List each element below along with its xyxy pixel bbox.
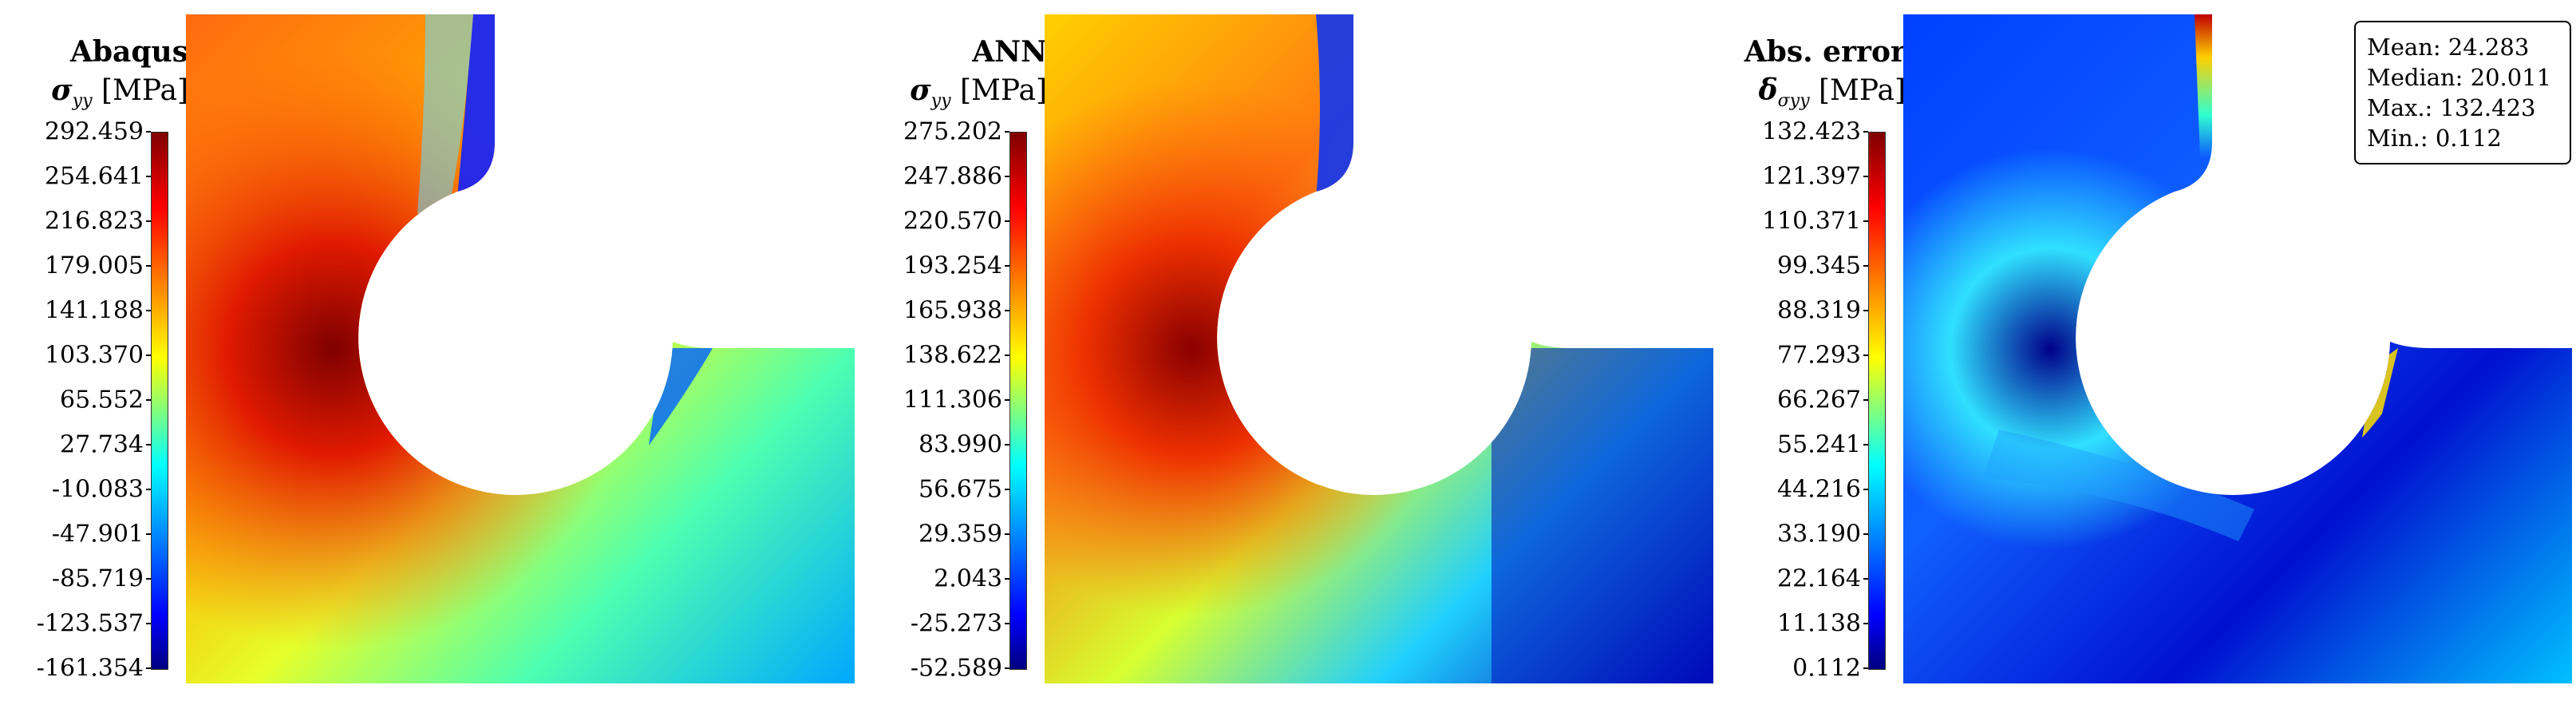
colorbar-tick-mark [146, 578, 151, 580]
colorbar-tick-mark [1863, 578, 1868, 580]
colorbar-tick-label: -47.901 [51, 520, 144, 549]
colorbar-tick-label: 121.397 [1761, 162, 1861, 191]
colorbar-label: σyy [MPa] [51, 73, 188, 112]
colorbar-tick-label: 110.371 [1761, 207, 1861, 236]
colorbar-tick-mark [1005, 533, 1009, 535]
colorbar-tick-label: 254.641 [44, 162, 144, 191]
colorbar-tick-label: 247.886 [903, 162, 1002, 191]
colorbar-tick-label: 22.164 [1777, 564, 1861, 593]
colorbar-tick-label: 292.459 [44, 117, 144, 146]
colorbar-tick-mark [1005, 578, 1009, 580]
colorbar-tick-mark [1863, 310, 1868, 311]
colorbar-tick-mark [1863, 444, 1868, 446]
colorbar-tick-label: 111.306 [903, 386, 1002, 414]
colorbar-tick-label: 27.734 [60, 430, 144, 459]
colorbar-tick-label: 65.552 [60, 386, 144, 414]
colorbar-tick-mark [1005, 220, 1009, 222]
colorbar-label: δσyy [MPa] [1758, 73, 1906, 112]
colorbar-tick-mark [1863, 176, 1868, 177]
colorbar-tick-mark [1005, 444, 1009, 446]
colorbar-tick-label: 66.267 [1777, 386, 1861, 414]
colorbar-tick-label: 165.938 [903, 296, 1002, 325]
colorbar-tick-label: 138.622 [903, 341, 1002, 370]
colorbar-tick-mark [1005, 399, 1009, 401]
colorbar-tick-mark [146, 623, 151, 624]
colorbar-tick-label: -10.083 [51, 475, 144, 504]
colorbar-tick-mark [146, 220, 151, 222]
colorbar-tick-mark [146, 489, 151, 490]
colorbar-tick-mark [146, 265, 151, 267]
colorbar-tick-mark [1863, 220, 1868, 222]
colorbar-tick-mark [146, 444, 151, 446]
colorbar-tick-mark [1005, 310, 1009, 311]
colorbar-tick-mark [1863, 533, 1868, 535]
colorbar-tick-mark [146, 176, 151, 177]
colorbar-label: σyy [MPa] [910, 73, 1047, 112]
colorbar-tick-label: 11.138 [1777, 609, 1861, 638]
colorbar-tick-label: 88.319 [1777, 296, 1861, 325]
panel-ann: ANN σyy [MPa] 275.202 247.886 220.570 193.2… [859, 0, 1717, 701]
stress-field-ann [1045, 14, 1713, 683]
colorbar-tick-mark [146, 131, 151, 133]
colorbar-tick-mark [1005, 489, 1009, 490]
colorbar-tick-mark [1863, 354, 1868, 356]
colorbar-tick-label: 216.823 [44, 207, 144, 236]
colorbar-tick-mark [146, 310, 151, 311]
colorbar-tick-mark [1863, 489, 1868, 490]
colorbar [1868, 132, 1886, 670]
colorbar-tick-label: 103.370 [44, 341, 144, 370]
colorbar-tick-label: 77.293 [1777, 341, 1861, 370]
colorbar-tick-mark [146, 533, 151, 535]
colorbar-tick-label: -25.273 [910, 609, 1002, 638]
colorbar-tick-label: 29.359 [919, 520, 1002, 549]
panel-title: Abs. error [1744, 35, 1906, 69]
colorbar-tick-label: 83.990 [919, 430, 1002, 459]
panel-title: ANN [972, 35, 1047, 69]
colorbar-tick-mark [1005, 176, 1009, 177]
colorbar-tick-label: 99.345 [1777, 251, 1861, 280]
colorbar-tick-label: 55.241 [1777, 430, 1861, 459]
colorbar-tick-mark [1005, 354, 1009, 356]
colorbar-tick-mark [1863, 265, 1868, 267]
colorbar-tick-label: 275.202 [903, 117, 1002, 146]
colorbar-tick-mark [146, 354, 151, 356]
colorbar-tick-label: -123.537 [36, 609, 144, 638]
colorbar-tick-label: -161.354 [36, 654, 144, 683]
colorbar-tick-mark [1005, 667, 1009, 669]
stats-mean: Mean: 24.283 [2367, 34, 2530, 61]
colorbar-tick-mark [1005, 265, 1009, 267]
colorbar-tick-mark [1863, 131, 1868, 133]
colorbar-tick-mark [1863, 623, 1868, 624]
colorbar-tick-label: 141.188 [44, 296, 144, 325]
stats-min: Min.: 0.112 [2367, 125, 2502, 152]
panel-title: Abaqus [69, 35, 188, 69]
colorbar-tick-label: 132.423 [1761, 117, 1861, 146]
stats-median: Median: 20.011 [2367, 64, 2552, 91]
colorbar-tick-label: 193.254 [903, 251, 1002, 280]
colorbar-tick-label: 33.190 [1777, 520, 1861, 549]
colorbar [1009, 132, 1027, 670]
colorbar [151, 132, 168, 670]
stats-max: Max.: 132.423 [2367, 94, 2536, 121]
colorbar-tick-mark [146, 399, 151, 401]
colorbar-tick-label: 2.043 [934, 564, 1002, 593]
colorbar-tick-label: -52.589 [910, 654, 1002, 683]
colorbar-tick-label: 44.216 [1777, 475, 1861, 504]
colorbar-tick-label: 179.005 [44, 251, 144, 280]
stats-box: Mean: 24.283 Median: 20.011 Max.: 132.42… [2354, 21, 2571, 164]
colorbar-tick-label: -85.719 [51, 564, 144, 593]
stress-field-abaqus [186, 14, 855, 683]
colorbar-tick-label: 56.675 [919, 475, 1002, 504]
colorbar-tick-label: 220.570 [903, 207, 1002, 236]
colorbar-tick-label: 0.112 [1792, 654, 1861, 683]
colorbar-tick-mark [146, 667, 151, 669]
colorbar-tick-mark [1863, 399, 1868, 401]
colorbar-tick-mark [1863, 667, 1868, 669]
panel-abaqus: Abaqus σyy [MPa] 292.459 254.641 216.823 17… [0, 0, 859, 701]
colorbar-tick-mark [1005, 623, 1009, 624]
colorbar-tick-mark [1005, 131, 1009, 133]
